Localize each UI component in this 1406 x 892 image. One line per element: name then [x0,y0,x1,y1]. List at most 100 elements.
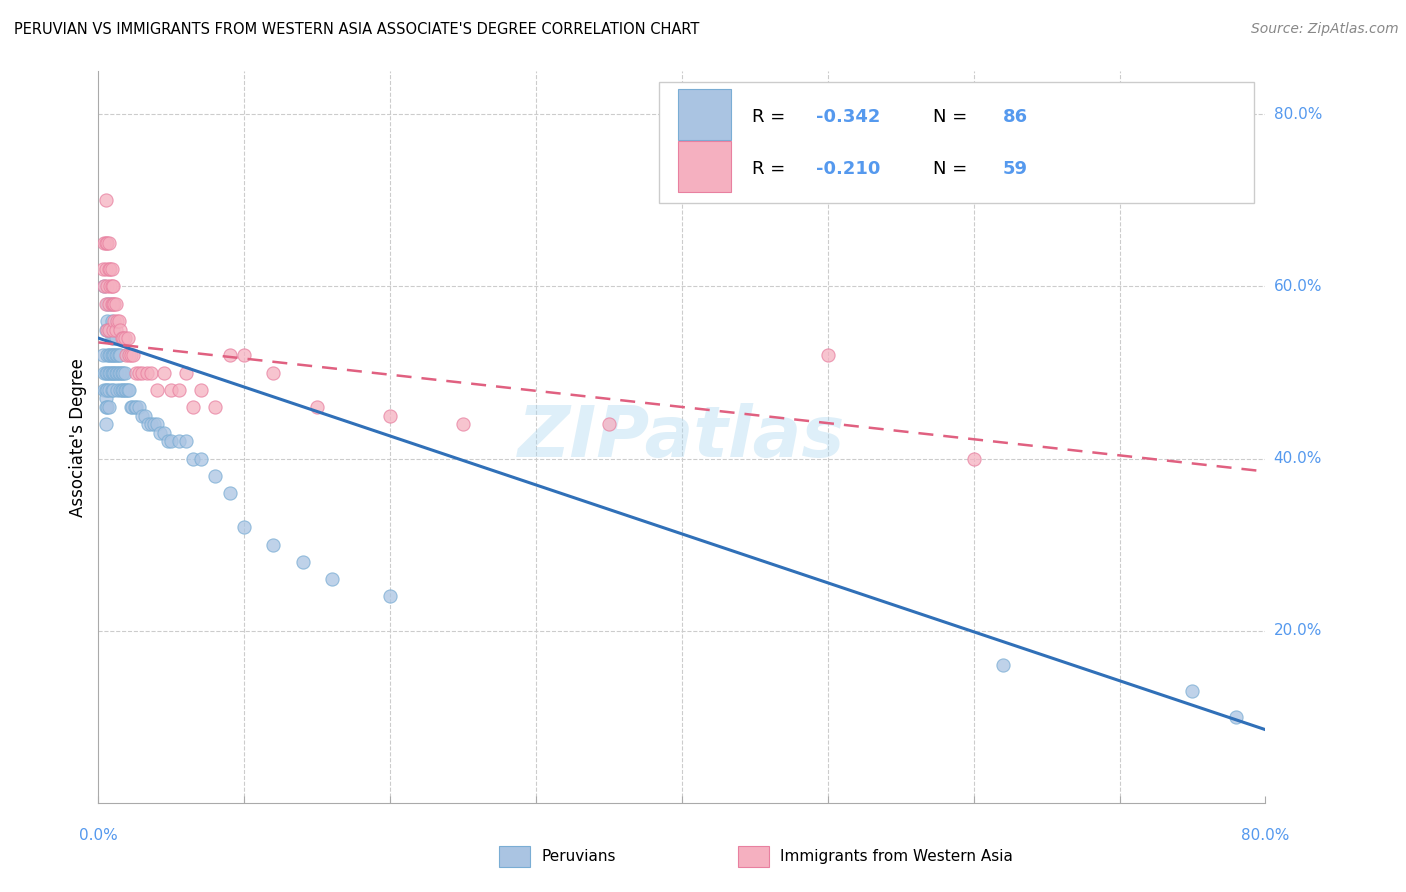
Point [110,366,132,380]
Text: Source: ZipAtlas.com: Source: ZipAtlas.com [1251,22,1399,37]
Point [94,322,117,336]
Point [91,262,114,277]
Point [97,348,120,362]
Point [136,417,159,432]
Point [112,383,135,397]
Point [101,348,124,362]
Point [100,314,122,328]
Point [153,366,176,380]
Point [104,296,127,310]
Point [110,348,132,362]
Point [96,383,118,397]
Text: 20.0%: 20.0% [1274,624,1322,638]
Text: 80.0%: 80.0% [1241,828,1289,843]
Point [101,383,124,397]
Point [98,262,121,277]
Point [94,296,117,310]
Point [378,589,402,603]
Point [104,331,127,345]
Point [262,538,284,552]
Point [101,279,124,293]
Point [94,262,117,277]
Point [97,322,120,336]
Point [97,322,120,336]
Point [139,417,162,432]
Point [94,392,117,406]
Point [378,409,402,423]
Point [118,348,141,362]
Point [97,262,120,277]
Point [93,279,115,293]
Point [104,366,127,380]
Point [112,366,135,380]
Text: N =: N = [932,160,973,178]
Point [291,555,314,569]
Point [111,383,134,397]
Point [93,366,115,380]
FancyBboxPatch shape [679,89,731,140]
Point [94,417,117,432]
Point [598,417,620,432]
Point [96,322,118,336]
Point [1225,710,1247,724]
Text: -0.210: -0.210 [815,160,880,178]
Point [103,348,125,362]
Point [117,331,139,345]
Point [114,331,136,345]
Y-axis label: Associate's Degree: Associate's Degree [69,358,87,516]
Point [134,409,156,423]
Point [181,451,204,466]
Point [94,236,117,251]
Point [120,400,142,414]
Point [100,331,122,345]
Point [96,296,118,310]
Point [93,383,115,397]
Point [100,296,122,310]
Text: Immigrants from Western Asia: Immigrants from Western Asia [780,849,1014,863]
Text: 80.0%: 80.0% [1274,107,1322,122]
Point [190,451,212,466]
Point [307,400,329,414]
Point [218,486,240,500]
Point [321,572,343,586]
Point [181,400,204,414]
Text: R =: R = [752,160,792,178]
Point [153,425,176,440]
Point [160,434,183,449]
Point [104,348,127,362]
Point [98,296,121,310]
Point [122,348,145,362]
Point [100,348,122,362]
Point [97,236,120,251]
Point [128,400,150,414]
Point [118,383,141,397]
Point [117,383,139,397]
Point [111,331,134,345]
Point [125,366,148,380]
Point [97,296,120,310]
Point [101,322,124,336]
Point [218,348,240,362]
Point [100,279,122,293]
FancyBboxPatch shape [499,846,530,867]
Point [167,383,190,397]
Point [174,366,197,380]
Point [96,279,118,293]
Point [160,383,183,397]
Point [120,348,142,362]
Point [108,348,131,362]
Point [451,417,474,432]
Point [110,383,132,397]
Text: ZIPatlas: ZIPatlas [519,402,845,472]
Point [97,383,120,397]
Point [149,425,172,440]
Point [98,279,121,293]
Point [233,520,256,534]
Point [991,658,1014,673]
Text: 40.0%: 40.0% [1274,451,1322,467]
Point [1181,684,1204,698]
Point [100,262,122,277]
Point [91,348,114,362]
Point [121,400,143,414]
Text: -0.342: -0.342 [815,108,880,126]
